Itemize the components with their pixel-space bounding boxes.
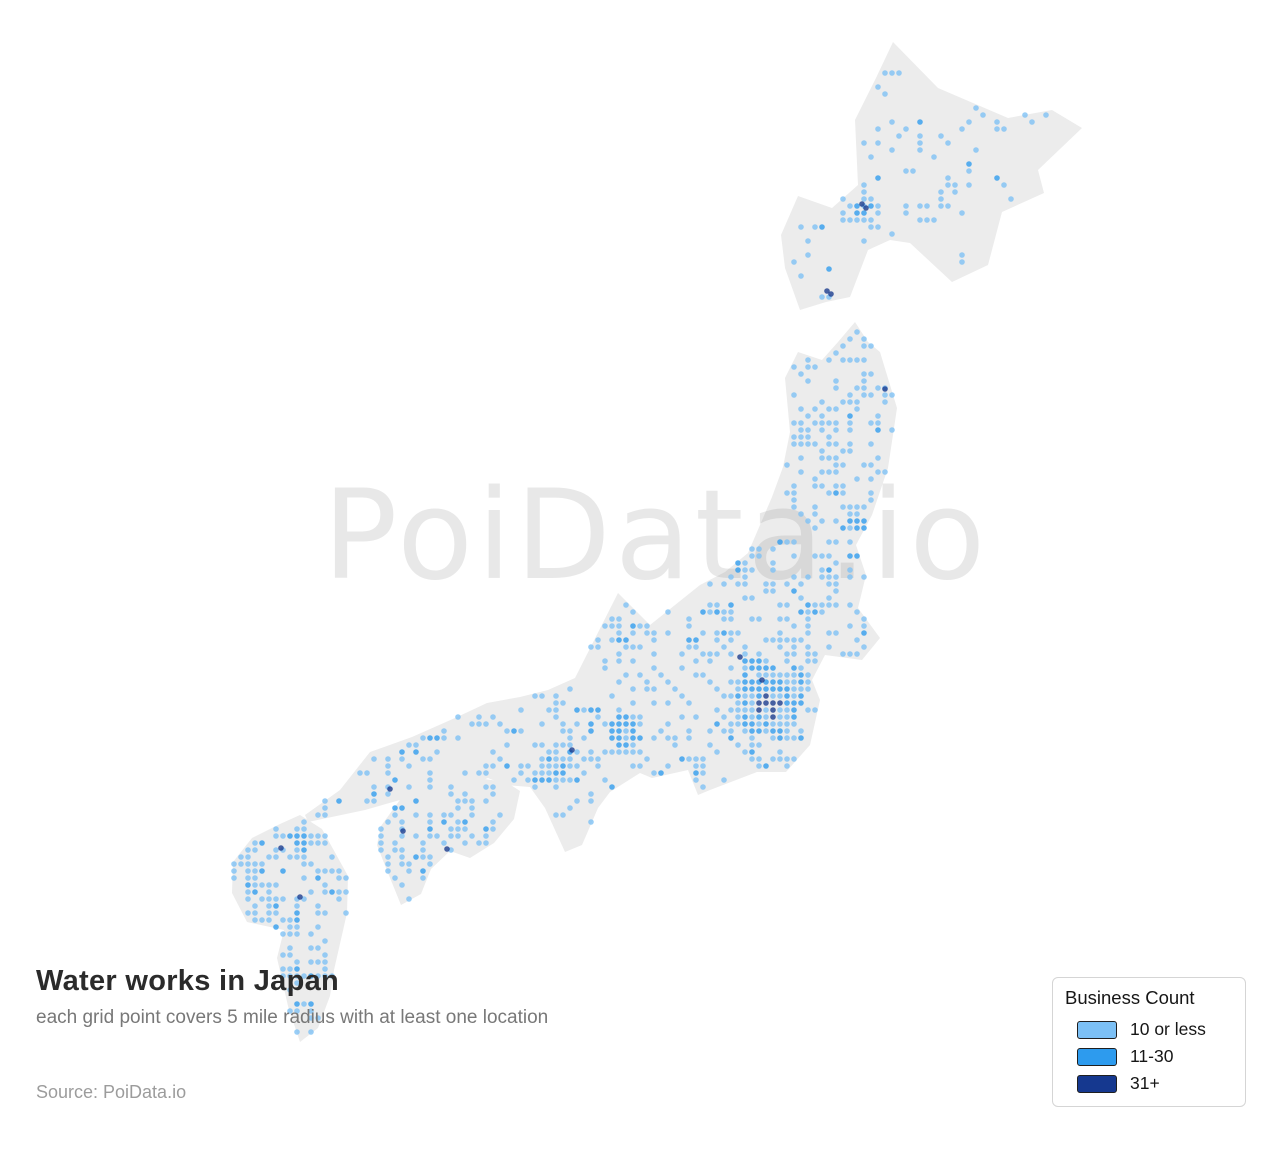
legend-label: 10 or less: [1130, 1019, 1206, 1039]
source-text: Source: PoiData.io: [36, 1082, 187, 1102]
land-hokkaido: [781, 42, 1082, 310]
dots-31-plus: [278, 201, 888, 900]
legend-item: 10 or less: [1063, 1013, 1235, 1040]
watermark-text: PoiData.io: [323, 464, 989, 608]
legend-title: Business Count: [1065, 987, 1195, 1008]
dots-10-or-less: [231, 70, 1049, 1035]
legend-label: 31+: [1130, 1073, 1160, 1093]
legend-swatch-low: [1077, 1020, 1117, 1039]
page-title: Water works in Japan: [36, 965, 340, 997]
title-block: Water works in Japan each grid point cov…: [36, 965, 549, 1029]
legend-item: 31+: [1063, 1067, 1235, 1094]
land-shikoku: [377, 779, 520, 905]
land-honshu: [305, 322, 897, 852]
legend-item: 11-30: [1063, 1040, 1235, 1067]
legend-label: 11-30: [1130, 1046, 1174, 1066]
legend: Business Count 10 or less 11-30 31+: [1052, 977, 1246, 1107]
legend-swatch-high: [1077, 1074, 1117, 1093]
subtitle: each grid point covers 5 mile radius wit…: [36, 1006, 549, 1028]
dots-11-30: [245, 119, 1000, 1007]
legend-swatch-mid: [1077, 1047, 1117, 1066]
